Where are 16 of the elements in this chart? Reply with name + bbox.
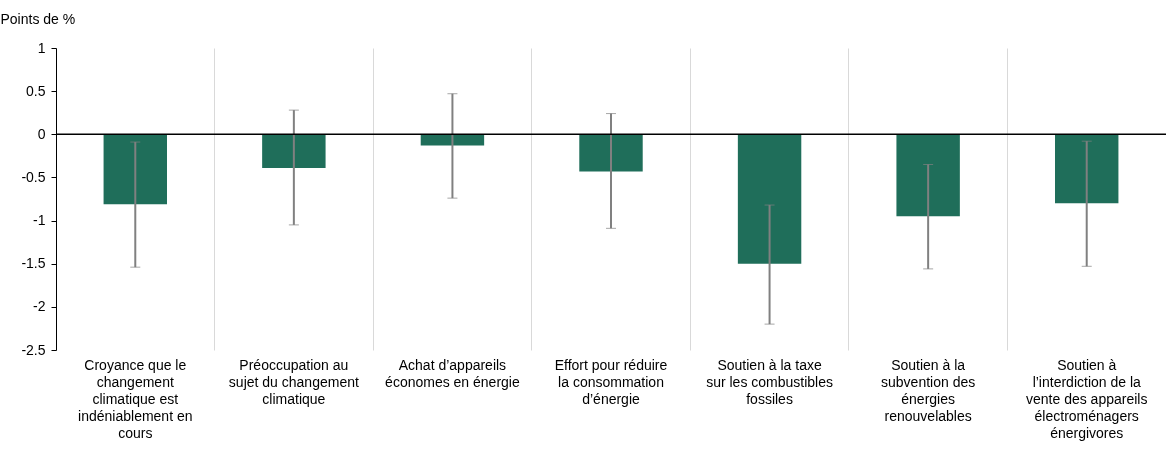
x-tick-label: Soutien à la subvention des énergies renouvelables [881,356,976,424]
x-tick-label: Effort pour réduire la consommation d’énergie [554,356,668,407]
y-axis-title: Points de % [0,10,76,27]
y-tick-label: -1 [33,212,46,229]
x-tick-label: Soutien à l’interdiction de la vente des appareils électroménagers énergivores [1026,356,1148,441]
x-tick-label: Préoccupation au sujet du changement climatique [228,356,359,407]
x-tick-label: Soutien à la taxe sur les combustibles fossiles [706,356,833,407]
y-tick-label: -2.5 [21,341,46,358]
y-tick-label: 0 [37,125,46,142]
y-tick-label: 0.5 [26,82,46,99]
y-tick-label: -0.5 [21,168,46,185]
y-tick-label: -1.5 [21,255,46,272]
y-tick-label: 1 [37,39,46,56]
y-tick-label: -2 [33,298,46,315]
x-tick-label: Croyance que le changement climatique est indéniablement en cours [78,356,193,441]
x-tick-label: Achat d’appareils économes en énergie [385,356,520,390]
